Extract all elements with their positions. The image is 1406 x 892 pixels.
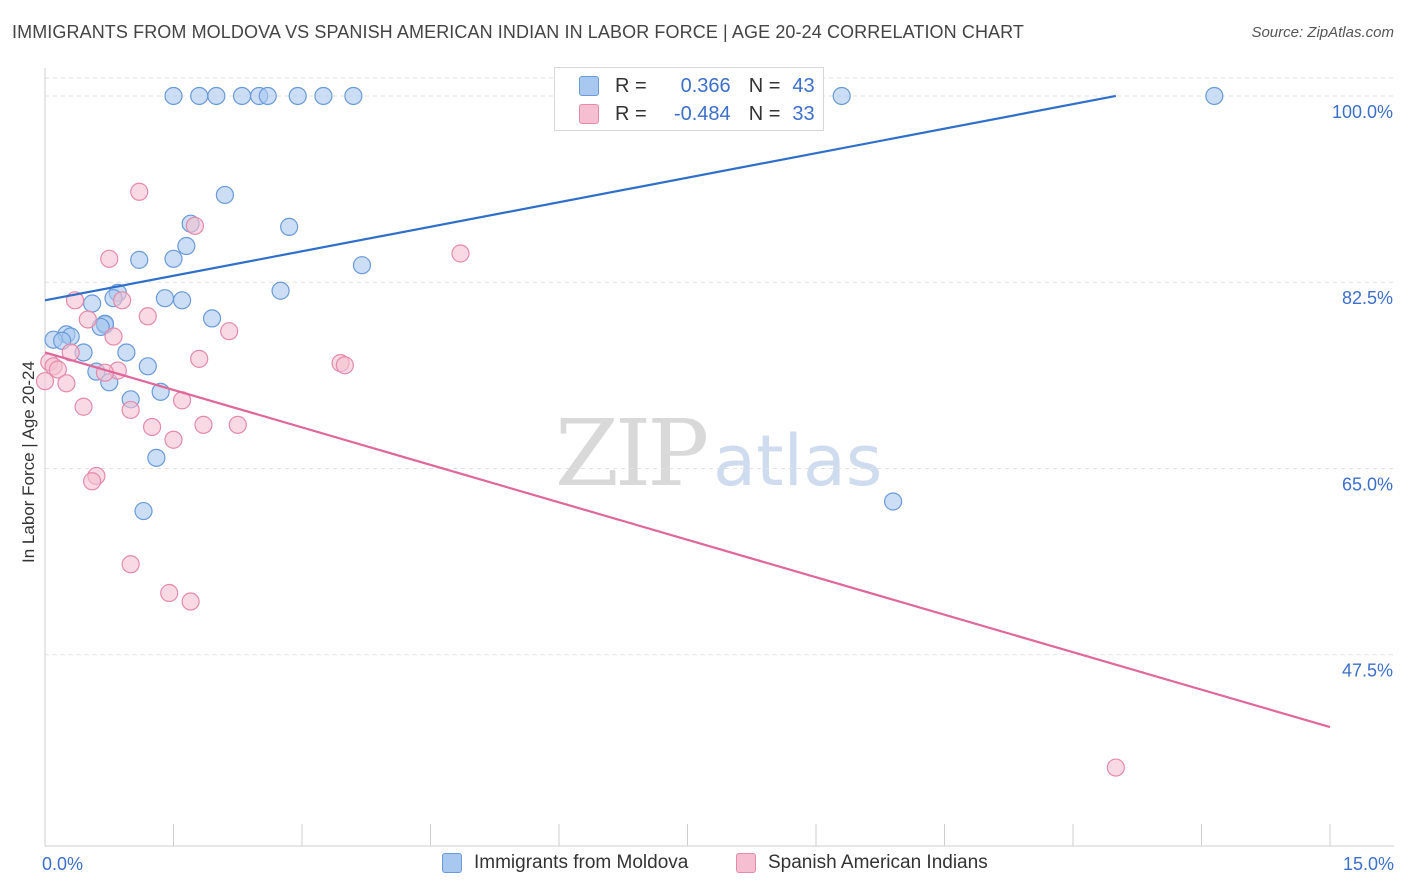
data-point-pink [74,397,93,416]
data-point-blue [134,501,153,521]
legend-r-label: R = [615,102,647,125]
y-tick-label: 100.0% [1332,102,1393,122]
data-point-pink [160,583,179,603]
y-tick-label: 82.5% [1342,288,1393,308]
legend-n-value: 43 [792,74,815,97]
x-tick-label: 15.0% [1343,854,1394,874]
data-point-blue [883,492,903,511]
series-legend-label: Spanish American Indians [768,852,988,873]
data-point-blue [164,86,183,106]
series-legend-item-spanish-american-indians[interactable]: Spanish American Indians [736,852,988,874]
stats-legend: R = 0.366 N = 43 R = -0.484 N = 33 [554,67,824,131]
data-point-blue [83,294,102,313]
legend-swatch-blue [579,76,599,96]
data-point-blue [177,236,196,256]
x-tick-label: 0.0% [42,854,83,874]
data-point-pink [228,415,247,434]
trend-line-pink [44,351,1331,729]
data-point-blue [832,86,851,106]
data-point-pink [83,472,102,491]
data-point-pink [194,415,213,434]
source-credit: Source: ZipAtlas.com [1251,24,1394,41]
series-legend-label: Immigrants from Moldova [474,852,689,873]
data-point-pink [104,327,123,346]
data-point-blue [271,281,290,300]
data-point-blue [138,357,157,376]
trend-line-blue [44,94,1117,302]
data-point-pink [48,360,67,379]
data-point-pink [121,400,140,420]
series-legend: Immigrants from Moldova Spanish American… [0,852,1406,878]
data-point-blue [232,86,252,106]
data-point-blue [352,256,372,275]
stats-legend-row-blue: R = 0.366 N = 43 [579,73,815,99]
data-point-blue [117,343,136,362]
data-point-pink [35,372,55,391]
data-point-pink [185,216,205,235]
data-point-blue [130,250,149,269]
chart-title: IMMIGRANTS FROM MOLDOVA VS SPANISH AMERI… [12,22,1025,42]
data-point-pink [112,291,132,310]
legend-swatch-pink [736,853,756,873]
data-point-blue [164,249,183,268]
data-point-pink [121,555,140,574]
data-point-pink [335,356,354,375]
data-point-blue [147,448,166,467]
data-point-blue [155,289,175,308]
data-point-blue [314,86,333,106]
data-point-pink [451,244,470,263]
data-point-pink [142,417,162,437]
legend-n-value: 33 [792,102,815,125]
data-point-blue [288,86,307,106]
data-point-pink [130,182,149,201]
legend-r-value: -0.484 [673,102,731,125]
data-point-pink [190,349,209,368]
legend-n-label: N = [748,74,781,97]
data-point-blue [280,217,299,236]
y-tick-label: 47.5% [1342,661,1393,681]
data-point-pink [164,430,183,449]
data-point-blue [258,86,277,106]
data-point-pink [100,249,119,268]
y-tick-label: 65.0% [1342,474,1393,494]
data-point-blue [202,309,222,328]
data-point-blue [344,86,363,106]
legend-swatch-pink [579,104,599,124]
data-point-blue [1205,86,1224,106]
data-point-pink [1106,758,1125,777]
legend-r-value: 0.366 [680,74,731,97]
data-point-pink [138,307,157,326]
data-point-blue [172,291,192,310]
data-point-blue [207,86,226,106]
legend-n-label: N = [748,102,781,125]
y-axis-label: In Labor Force | Age 20-24 [19,361,38,563]
data-point-pink [78,310,97,329]
data-point-pink [57,374,76,393]
data-point-pink [220,322,239,341]
data-point-pink [181,592,200,611]
stats-legend-row-pink: R = -0.484 N = 33 [579,101,815,127]
data-point-blue [190,86,209,106]
legend-swatch-blue [442,853,462,873]
legend-r-label: R = [615,74,647,97]
series-legend-item-moldova[interactable]: Immigrants from Moldova [442,852,688,874]
data-point-blue [215,185,234,205]
